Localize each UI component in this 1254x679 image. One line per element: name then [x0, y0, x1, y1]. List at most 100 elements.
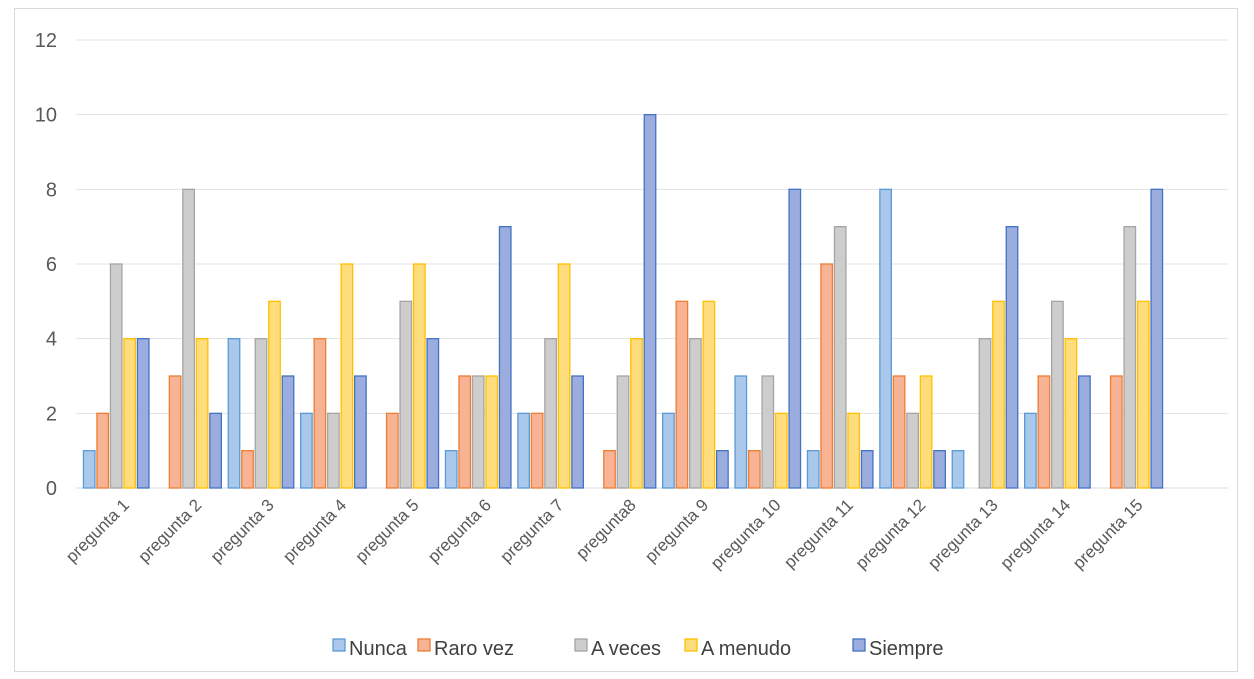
bar — [1150, 188, 1164, 489]
legend-swatch — [574, 638, 588, 652]
bar — [747, 450, 761, 489]
bar — [662, 412, 675, 489]
bar — [109, 263, 123, 489]
bar — [630, 338, 643, 489]
bar — [860, 450, 874, 489]
y-tick-label: 6 — [46, 254, 57, 276]
x-tick-label: pregunta 15 — [1069, 495, 1147, 573]
x-tick-label: pregunta 5 — [352, 495, 423, 566]
bar — [951, 450, 965, 489]
y-tick-label: 0 — [46, 478, 57, 500]
x-tick-label: pregunta 7 — [497, 495, 568, 566]
bar — [716, 450, 729, 489]
bar — [458, 375, 472, 489]
legend-swatch — [684, 638, 698, 652]
bar — [820, 263, 834, 489]
bar — [96, 412, 110, 489]
bar — [1024, 412, 1037, 489]
bar — [544, 338, 557, 489]
legend-swatch — [852, 638, 866, 652]
y-tick-label: 10 — [35, 105, 57, 127]
bar — [906, 412, 919, 489]
x-tick-label: pregunta 4 — [279, 495, 350, 566]
chart-frame — [14, 8, 1238, 672]
bar — [833, 226, 847, 489]
bar — [471, 375, 485, 489]
bar — [1109, 375, 1123, 489]
y-tick-label: 2 — [46, 403, 57, 425]
bar — [485, 375, 499, 489]
bar — [643, 114, 657, 489]
bar — [340, 263, 354, 489]
bar — [182, 188, 196, 489]
bar — [498, 226, 512, 489]
bar — [788, 188, 802, 489]
bar — [616, 375, 630, 489]
bar — [806, 450, 820, 489]
bar — [774, 412, 788, 489]
x-tick-label: pregunta 9 — [641, 495, 712, 566]
x-axis-labels: pregunta 1 pregunta 2 pregunta 3 pregunta 4… — [62, 495, 1147, 573]
bar — [847, 412, 861, 489]
bar — [557, 263, 571, 489]
x-tick-label: pregunta 3 — [207, 495, 278, 566]
bar — [761, 375, 775, 489]
legend-swatch — [417, 638, 431, 652]
bar — [136, 338, 150, 489]
legend-label: Raro vez — [434, 638, 514, 660]
bar — [426, 338, 440, 489]
bar — [734, 375, 748, 489]
y-tick-label: 8 — [46, 179, 57, 201]
bar — [299, 412, 313, 489]
bar — [892, 375, 906, 489]
bar — [675, 300, 689, 489]
bar — [1078, 375, 1091, 489]
x-tick-label: pregunta8 — [572, 495, 640, 563]
bars — [82, 114, 1164, 489]
bar — [168, 375, 182, 489]
x-tick-label: pregunta 14 — [997, 495, 1075, 573]
bar — [353, 375, 367, 489]
x-tick-label: pregunta 10 — [707, 495, 785, 573]
x-tick-label: pregunta 6 — [424, 495, 495, 566]
legend-swatch — [332, 638, 346, 652]
bar — [992, 300, 1005, 489]
bar — [385, 412, 399, 489]
bar — [444, 450, 458, 489]
bar — [326, 412, 340, 489]
bar — [530, 412, 544, 489]
bar — [571, 375, 584, 489]
x-tick-label: pregunta 1 — [62, 495, 133, 566]
bar — [209, 412, 223, 489]
bar — [1051, 300, 1064, 489]
bar — [603, 450, 616, 489]
bar — [978, 338, 992, 489]
bar — [702, 300, 716, 489]
x-tick-label: pregunta 11 — [780, 495, 857, 572]
x-tick-label: pregunta 13 — [924, 495, 1002, 573]
bar — [399, 300, 413, 489]
bar — [1064, 338, 1078, 489]
bar — [1005, 226, 1019, 489]
bar — [254, 338, 268, 489]
y-axis-ticks: 0 2 4 6 8 10 12 — [35, 30, 57, 500]
bar — [123, 338, 137, 489]
bar — [227, 338, 241, 489]
bar — [879, 188, 892, 489]
bar — [1123, 226, 1137, 489]
bar — [241, 450, 254, 489]
bar — [195, 338, 209, 489]
y-tick-label: 4 — [46, 329, 57, 351]
bar — [268, 300, 281, 489]
y-tick-label: 12 — [35, 30, 57, 52]
legend: Nunca Raro vez A veces A menudo Siempre — [332, 638, 943, 660]
bar — [82, 450, 96, 489]
bar — [1136, 300, 1150, 489]
x-tick-label: pregunta 12 — [852, 495, 930, 573]
bar — [281, 375, 295, 489]
legend-label: Nunca — [349, 638, 408, 660]
bar — [313, 338, 327, 489]
bar — [919, 375, 933, 489]
bar — [1037, 375, 1051, 489]
